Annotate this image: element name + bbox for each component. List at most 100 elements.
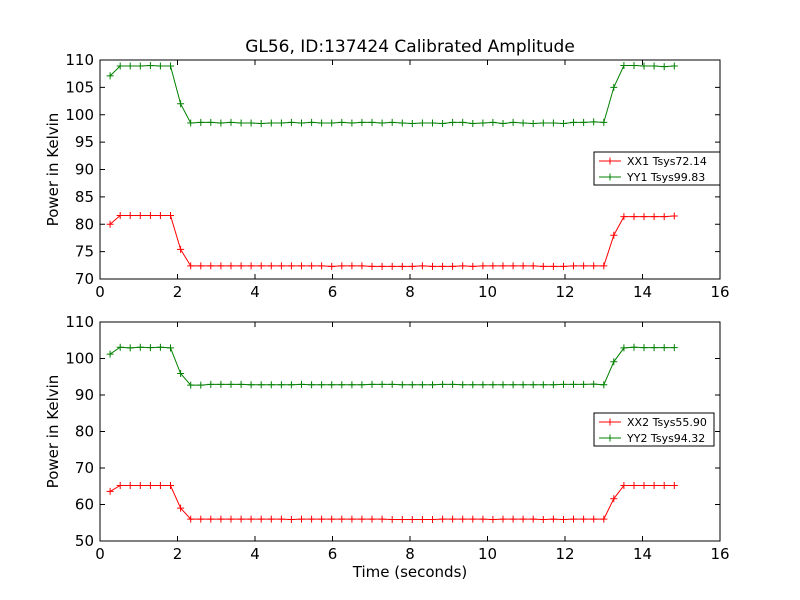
data-point — [227, 515, 235, 523]
data-point — [106, 72, 114, 80]
data-point — [418, 262, 426, 270]
data-point — [298, 119, 305, 127]
data-point — [479, 262, 487, 270]
data-point — [338, 381, 346, 389]
data-point — [318, 381, 326, 389]
data-point — [580, 118, 588, 126]
x-tick-label: 16 — [710, 545, 729, 563]
data-point — [489, 516, 497, 523]
legend-marker — [606, 157, 614, 165]
data-point — [287, 381, 295, 389]
data-point — [570, 515, 577, 523]
data-point — [378, 380, 386, 388]
legend-label: YY1 Tsys99.83 — [626, 171, 705, 184]
data-point — [630, 62, 638, 69]
data-point — [388, 118, 396, 126]
data-point — [136, 482, 144, 489]
data-point — [257, 262, 265, 270]
data-point — [227, 118, 235, 126]
y-tick-label: 105 — [65, 78, 94, 96]
data-point — [660, 63, 668, 71]
data-point — [116, 343, 124, 351]
x-tick-label: 4 — [250, 545, 260, 563]
data-point — [489, 118, 497, 126]
data-point — [670, 212, 678, 220]
data-point — [358, 381, 366, 389]
data-point — [116, 482, 124, 489]
data-point — [459, 381, 467, 389]
y-tick-label: 100 — [65, 106, 94, 124]
data-point — [257, 381, 265, 389]
data-point — [207, 262, 215, 270]
data-point — [358, 118, 366, 126]
data-point — [328, 381, 336, 389]
data-point — [197, 515, 205, 523]
data-point — [600, 262, 608, 270]
data-point — [287, 262, 295, 270]
data-point — [338, 515, 346, 523]
data-point — [479, 119, 487, 127]
data-point — [650, 344, 658, 352]
data-point — [449, 262, 457, 270]
data-point — [308, 381, 316, 389]
data-point — [227, 262, 235, 270]
data-point — [257, 120, 265, 127]
data-point — [660, 482, 668, 489]
data-point — [560, 380, 567, 388]
data-point — [197, 381, 205, 389]
data-point — [640, 344, 648, 352]
data-point — [146, 482, 154, 489]
data-point — [509, 262, 517, 270]
data-point — [167, 482, 174, 489]
data-point — [570, 118, 577, 126]
data-point — [287, 118, 295, 126]
data-point — [267, 119, 275, 127]
data-point — [247, 381, 255, 389]
data-point — [267, 262, 275, 270]
legend-label: XX1 Tsys72.14 — [627, 155, 707, 168]
data-point — [247, 515, 255, 523]
data-point — [136, 343, 144, 351]
data-point — [378, 119, 386, 127]
data-point — [277, 119, 285, 127]
data-point — [610, 231, 618, 239]
data-point — [479, 381, 487, 389]
data-point — [509, 515, 517, 523]
data-point — [479, 515, 487, 523]
data-point — [408, 262, 416, 270]
data-point — [388, 516, 396, 523]
data-point — [418, 381, 426, 389]
data-point — [217, 515, 225, 523]
legend-label: YY2 Tsys94.32 — [626, 432, 705, 445]
data-point — [640, 482, 648, 489]
data-point — [217, 119, 225, 127]
x-axis-label: Time (seconds) — [352, 563, 468, 581]
data-point — [338, 118, 346, 126]
data-point — [630, 343, 638, 351]
data-point — [368, 380, 376, 388]
data-point — [580, 515, 588, 523]
y-tick-label: 90 — [75, 386, 94, 404]
data-point — [136, 212, 144, 219]
x-tick-label: 6 — [328, 545, 338, 563]
y-tick-label: 80 — [75, 423, 94, 441]
legend-box — [593, 151, 721, 186]
data-point — [670, 62, 678, 70]
data-point — [590, 262, 598, 270]
data-point — [459, 515, 467, 523]
data-point — [660, 344, 668, 352]
data-point — [338, 262, 346, 270]
data-point — [398, 516, 406, 523]
data-point — [388, 262, 396, 270]
data-point — [207, 515, 215, 523]
data-point — [398, 262, 406, 270]
data-point — [177, 370, 185, 377]
data-point — [620, 344, 628, 352]
data-point — [318, 262, 326, 270]
data-point — [116, 212, 124, 219]
data-point — [177, 100, 185, 108]
data-point — [549, 381, 557, 389]
data-point — [590, 380, 598, 388]
data-point — [519, 119, 527, 127]
data-point — [640, 213, 648, 221]
